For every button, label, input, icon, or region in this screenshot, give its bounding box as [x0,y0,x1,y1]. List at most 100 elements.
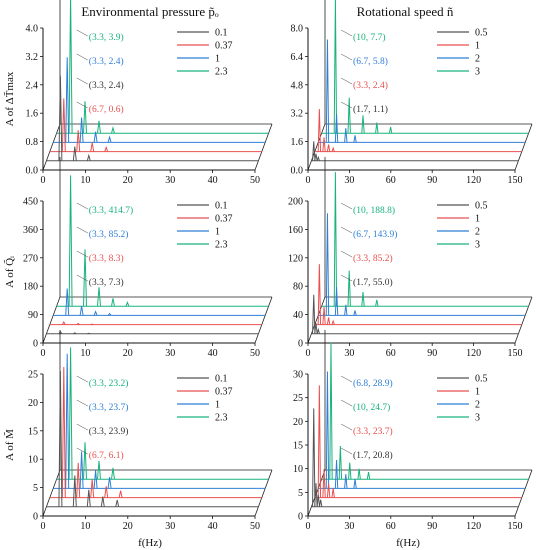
spectral-peak [388,126,393,134]
annotation-leader [76,250,88,258]
y-tick-label: 0.0 [291,166,304,177]
spectral-peak [111,126,115,134]
spectral-peak [325,213,330,316]
series-1 [314,108,522,153]
y-tick-label: 90 [28,310,38,321]
spectral-peak [353,310,357,316]
spectral-peak [347,97,351,134]
legend-label: 2.3 [215,413,228,424]
spectral-peak [344,304,348,316]
peak-annotation: (3.3, 85.2) [353,253,393,264]
spectral-peak [353,135,357,143]
peak-annotation: (1.7, 20.8) [353,450,393,461]
spectral-peak [93,470,98,489]
series-1 [53,57,266,143]
spectral-peak [79,117,84,143]
spectral-peak [333,0,338,134]
legend: 0.5 1 2 3 [437,374,488,424]
y-tick-label: 10 [293,464,303,475]
x-tick-label: 20 [123,175,133,186]
y-tick-label: 30 [293,370,303,381]
chart-panel-1: 0 10 20 30 40 50 0.0 0.8 1.6 2.4 3.2 4.0 A of ΔT̃max… [3,0,273,186]
x-tick-label: 120 [466,521,481,532]
x-axis-label-right: f(Hz) [396,537,420,549]
spectral-peak [357,468,361,480]
x-tick-label: 90 [427,175,437,186]
spectral-peak [331,146,335,152]
x-tick-label: 10 [80,175,90,186]
spectral-peak [90,479,95,498]
x-tick-label: 50 [250,348,260,359]
legend-label: 1 [215,54,220,65]
floor-right-edge [254,123,273,171]
annotation-leader [340,250,353,258]
spectral-peak [329,342,333,480]
y-tick-label: 80 [293,282,303,293]
spectral-peak [348,462,352,480]
y-tick-label: 0.8 [26,137,39,148]
x-tick-label: 0 [306,521,311,532]
x-tick-label: 90 [427,348,437,359]
x-tick-label: 40 [208,521,218,532]
x-tick-label: 50 [250,175,260,186]
spectral-peak [331,319,335,325]
y-tick-label: 6.4 [291,52,304,63]
legend-label: 1 [215,227,220,238]
annotation-leader [340,447,353,455]
spectral-peak [314,153,318,161]
x-tick-label: 0 [306,348,311,359]
x-tick-label: 60 [386,175,396,186]
y-tick-label: 25 [28,370,38,381]
peak-annotation: (3.3, 85.2) [89,229,129,240]
spectral-peak [100,496,105,507]
spectral-peak [68,347,73,480]
series-3 [321,0,529,134]
peak-annotation: (6.7, 5.8) [353,56,388,67]
y-axis-label: A of M̃ [3,429,16,461]
series-1 [314,385,522,499]
x-tick-label: 60 [386,521,396,532]
series-1 [53,353,266,489]
x-tick-label: 60 [386,348,396,359]
annotation-leader [340,226,353,234]
spectral-peak [326,144,331,152]
legend-label: 0.37 [215,387,233,398]
spectral-peak [314,323,318,334]
peak-annotation: (3.3, 8.3) [89,253,124,264]
legend-label: 3 [475,413,480,424]
y-tick-label: 1.6 [291,137,304,148]
series-0.37 [49,320,262,326]
spectral-peak [331,488,335,498]
peak-annotation: (3.3, 3.9) [89,32,124,43]
annotation-leader [76,101,88,109]
x-tick-label: 150 [508,175,523,186]
y-tick-label: 40 [293,310,303,321]
annotation-leader [76,375,88,383]
spectral-peak [317,108,322,152]
panels: 0 10 20 30 40 500.00.81.62.43.24.0A of ΔT̃max… [3,0,533,532]
legend-label: 2.3 [215,67,228,78]
back-floor-edge [42,296,272,344]
spectral-peak [366,472,371,480]
spectral-peak [314,483,318,507]
peak-annotation: (10, 24.7) [353,402,390,413]
x-tick-label: 120 [466,348,481,359]
spectral-peak [58,371,63,507]
spectral-peak [79,451,84,489]
back-floor-edge [307,296,532,344]
peak-annotation: (6.8, 28.9) [353,378,393,389]
chart-panel-2: 0 30 60 90 120 150 0.0 1.6 3.2 4.8 6.4 8.0 0.5 1 2 3 (10… [291,0,533,186]
back-floor-edge [307,123,532,171]
legend-label: 1 [475,41,480,52]
y-tick-label: 160 [288,225,303,236]
spectral-peak [318,499,323,507]
series-3 [321,342,529,480]
x-tick-label: 150 [508,348,523,359]
spectral-peak [325,371,330,489]
spectral-peak [333,172,338,307]
y-tick-label: 15 [28,426,38,437]
legend-label: 1 [475,214,480,225]
legend-label: 2 [475,54,480,65]
legend-label: 0.1 [215,374,228,385]
